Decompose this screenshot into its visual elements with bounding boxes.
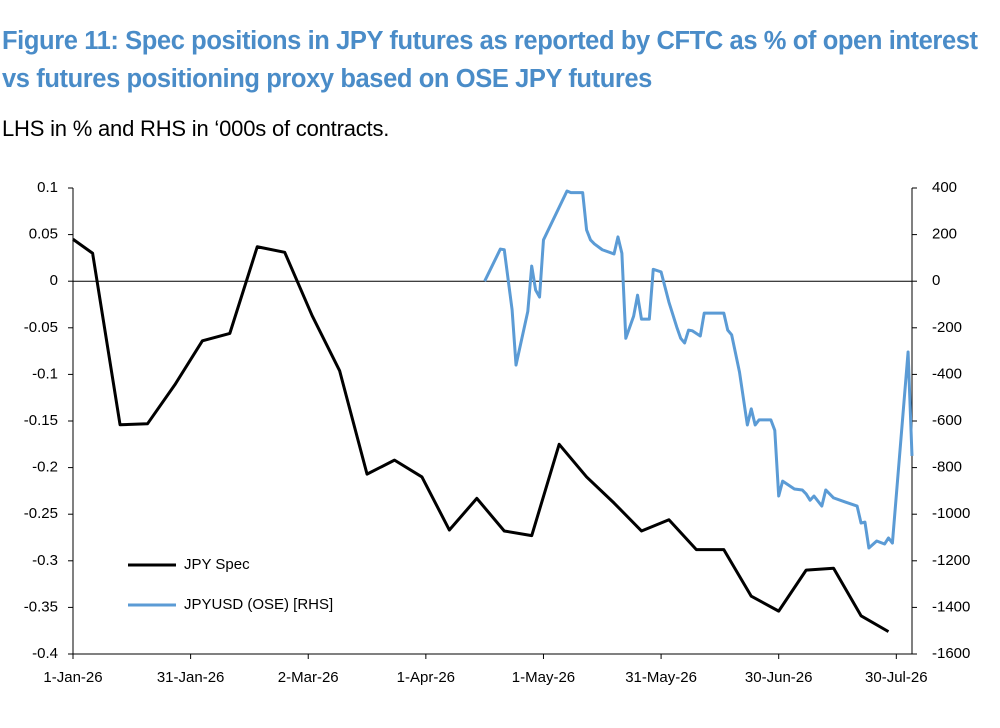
legend-label: JPY Spec [184, 556, 250, 573]
x-tick-label: 30-Jul-26 [865, 669, 928, 686]
y-tick-label: -0.15 [24, 412, 58, 429]
y2-tick-label: -1200 [932, 552, 970, 569]
x-tick-label: 2-Mar-26 [278, 669, 339, 686]
y2-tick-label: 0 [932, 272, 940, 289]
y-tick-label: 0 [50, 272, 58, 289]
y2-tick-label: -400 [932, 365, 962, 382]
y2-tick-label: -1400 [932, 598, 970, 615]
y2-tick-label: -800 [932, 459, 962, 476]
y-tick-label: -0.05 [24, 319, 58, 336]
chart-subtitle: LHS in % and RHS in ‘000s of contracts. [2, 116, 390, 141]
series-line [483, 189, 914, 550]
x-tick-label: 1-May-26 [512, 669, 575, 686]
y-tick-label: -0.2 [32, 459, 58, 476]
y-tick-label: 0.05 [29, 226, 58, 243]
y-tick-label: -0.35 [24, 598, 58, 615]
y-tick-label: -0.4 [32, 645, 58, 662]
y2-tick-label: -1600 [932, 645, 970, 662]
x-tick-label: 31-Jan-26 [157, 669, 225, 686]
x-tick-label: 1-Jan-26 [43, 669, 102, 686]
y2-tick-label: -600 [932, 412, 962, 429]
x-tick-label: 30-Jun-26 [745, 669, 813, 686]
chart-title: Figure 11: Spec positions in JPY futures… [2, 27, 978, 93]
y-tick-label: -0.1 [32, 365, 58, 382]
x-tick-label: 31-May-26 [625, 669, 697, 686]
y2-tick-label: -200 [932, 319, 962, 336]
y-tick-label: -0.3 [32, 552, 58, 569]
x-tick-label: 1-Apr-26 [397, 669, 455, 686]
series-line [72, 238, 890, 633]
y-tick-label: -0.25 [24, 505, 58, 522]
y-tick-label: 0.1 [37, 179, 58, 196]
y2-tick-label: 400 [932, 179, 957, 196]
legend-label: JPYUSD (OSE) [RHS] [184, 596, 333, 613]
y2-tick-label: -1000 [932, 505, 970, 522]
y2-tick-label: 200 [932, 226, 957, 243]
